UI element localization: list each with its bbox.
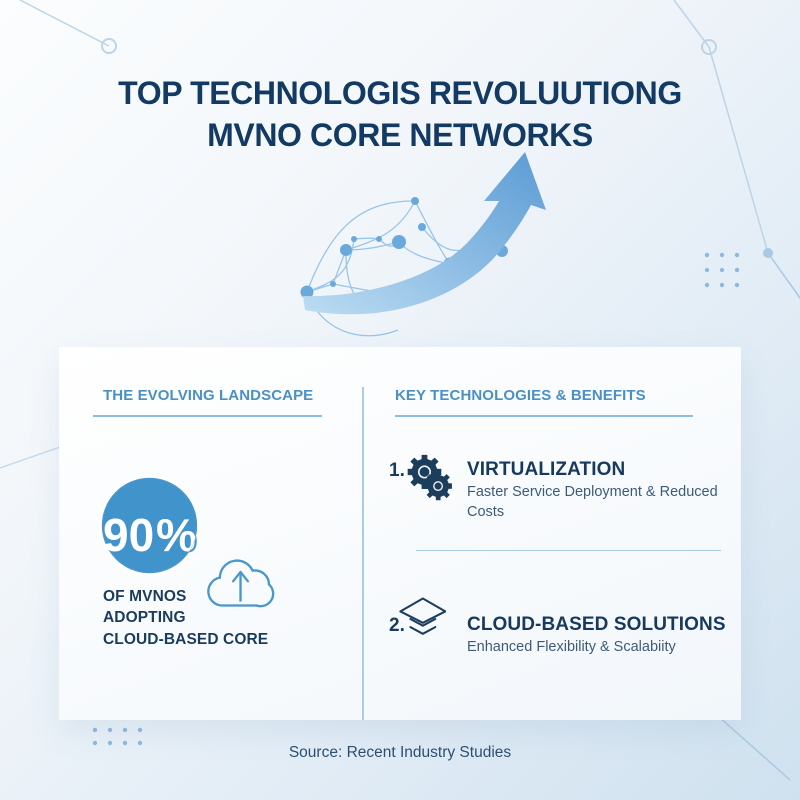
svg-text:90: 90: [103, 509, 154, 561]
